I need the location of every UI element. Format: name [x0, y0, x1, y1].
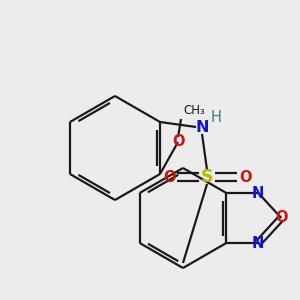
Text: N: N: [252, 185, 265, 200]
Text: N: N: [195, 119, 209, 134]
Text: H: H: [211, 110, 221, 124]
Text: N: N: [252, 236, 265, 250]
Text: O: O: [172, 134, 184, 149]
Text: S: S: [201, 168, 213, 186]
Text: O: O: [163, 169, 175, 184]
Text: O: O: [239, 169, 251, 184]
Text: CH₃: CH₃: [183, 104, 205, 118]
Text: O: O: [275, 211, 288, 226]
